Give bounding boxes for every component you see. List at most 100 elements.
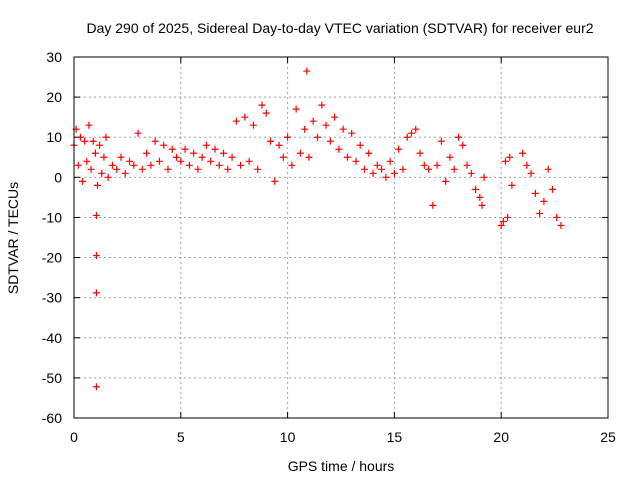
data-point xyxy=(506,153,514,161)
data-point xyxy=(557,221,565,229)
data-point xyxy=(369,169,377,177)
data-point xyxy=(151,137,159,145)
data-point xyxy=(237,161,245,169)
data-point xyxy=(425,165,433,173)
y-tick-label: -20 xyxy=(42,250,62,266)
data-point xyxy=(508,181,516,189)
x-axis-label: GPS time / hours xyxy=(288,458,395,474)
data-point xyxy=(79,177,87,185)
y-tick-label: -50 xyxy=(42,370,62,386)
data-point xyxy=(531,189,539,197)
data-point xyxy=(416,149,424,157)
data-point xyxy=(437,137,445,145)
data-point xyxy=(540,197,548,205)
data-point xyxy=(211,145,219,153)
data-point xyxy=(314,133,322,141)
data-point xyxy=(87,165,95,173)
data-point xyxy=(121,169,129,177)
data-point xyxy=(292,105,300,113)
x-tick-label: 0 xyxy=(70,429,78,445)
data-point xyxy=(81,137,89,145)
data-point xyxy=(147,161,155,169)
data-point xyxy=(126,157,134,165)
data-point xyxy=(117,153,125,161)
data-point xyxy=(91,149,99,157)
data-point xyxy=(284,133,292,141)
data-point xyxy=(262,109,270,117)
data-points xyxy=(70,67,565,391)
data-point xyxy=(463,161,471,169)
data-point xyxy=(331,113,339,121)
data-point xyxy=(93,181,101,189)
data-point xyxy=(100,153,108,161)
data-point xyxy=(232,117,240,125)
data-point xyxy=(190,149,198,157)
data-point xyxy=(339,125,347,133)
data-point xyxy=(96,141,104,149)
data-point xyxy=(288,161,296,169)
data-point xyxy=(108,161,116,169)
chart-title: Day 290 of 2025, Sidereal Day-to-day VTE… xyxy=(86,20,593,36)
data-point xyxy=(356,141,364,149)
grid-lines xyxy=(74,57,608,418)
data-point xyxy=(544,165,552,173)
data-point xyxy=(480,173,488,181)
data-point xyxy=(454,133,462,141)
data-point xyxy=(160,141,168,149)
y-axis-label: SDTVAR / TECUs xyxy=(5,182,21,294)
data-point xyxy=(202,141,210,149)
data-point xyxy=(143,149,151,157)
data-point xyxy=(429,201,437,209)
data-point xyxy=(365,149,373,157)
data-point xyxy=(155,157,163,165)
plot-frame xyxy=(73,56,609,419)
y-tick-label: -40 xyxy=(42,330,62,346)
data-point xyxy=(395,145,403,153)
outlier-point xyxy=(92,211,100,219)
data-point xyxy=(164,165,172,173)
data-point xyxy=(279,153,287,161)
data-point xyxy=(412,125,420,133)
data-point xyxy=(352,157,360,165)
outlier-point xyxy=(92,289,100,297)
data-point xyxy=(215,161,223,169)
y-tick-label: 10 xyxy=(46,129,62,145)
data-point xyxy=(472,185,480,193)
data-point xyxy=(85,121,93,129)
data-point xyxy=(343,153,351,161)
data-point xyxy=(459,141,467,149)
data-point xyxy=(497,221,505,229)
data-point xyxy=(399,165,407,173)
data-point xyxy=(228,153,236,161)
y-tick-label: -10 xyxy=(42,209,62,225)
data-point xyxy=(326,137,334,145)
data-point xyxy=(420,161,428,169)
data-point xyxy=(89,137,97,145)
y-tick-label: -60 xyxy=(42,410,62,426)
data-point xyxy=(548,185,556,193)
data-point xyxy=(249,121,257,129)
data-point xyxy=(348,129,356,137)
data-point xyxy=(527,169,535,177)
data-point xyxy=(207,157,215,165)
data-point xyxy=(450,165,458,173)
data-point xyxy=(177,157,185,165)
data-point xyxy=(74,161,82,169)
outlier-point xyxy=(92,252,100,260)
data-point xyxy=(258,101,266,109)
data-point xyxy=(267,137,275,145)
x-tick-label: 20 xyxy=(493,429,509,445)
data-point xyxy=(173,153,181,161)
data-point xyxy=(104,173,112,181)
y-tick-label: 20 xyxy=(46,89,62,105)
data-point xyxy=(168,145,176,153)
axis-ticks xyxy=(73,56,609,419)
data-point xyxy=(224,165,232,173)
outlier-point xyxy=(303,67,311,75)
x-tick-labels: 0 5 10 15 20 25 xyxy=(70,429,616,445)
data-point xyxy=(553,213,561,221)
data-point xyxy=(275,141,283,149)
data-point xyxy=(318,101,326,109)
data-point xyxy=(378,165,386,173)
